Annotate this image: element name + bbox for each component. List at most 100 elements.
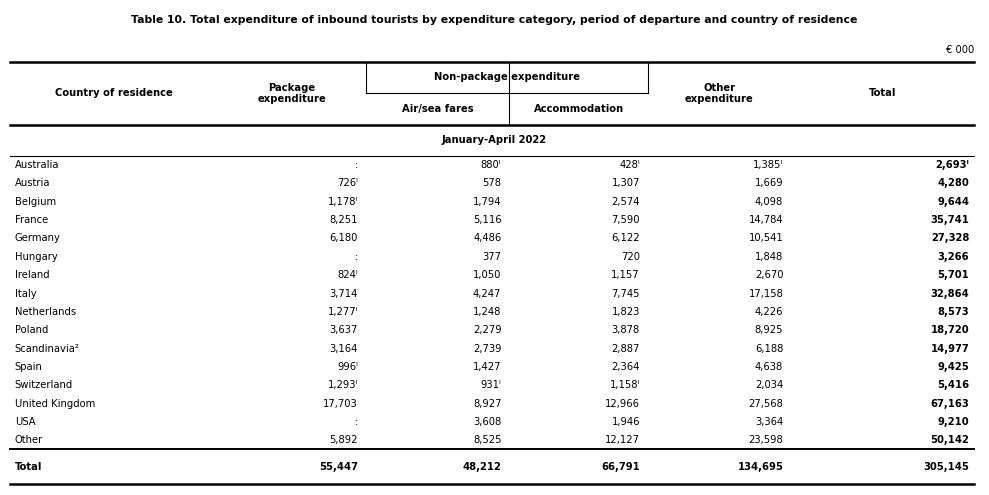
- Text: Hungary: Hungary: [15, 252, 57, 262]
- Text: Package
expenditure: Package expenditure: [257, 83, 326, 104]
- Text: Scandinavia²: Scandinavia²: [15, 344, 80, 353]
- Text: 134,695: 134,695: [738, 462, 783, 472]
- Text: Total: Total: [869, 88, 896, 99]
- Text: 1,157: 1,157: [611, 270, 640, 280]
- Text: 8,573: 8,573: [938, 307, 969, 317]
- Text: January-April 2022: January-April 2022: [442, 135, 547, 146]
- Text: 726ᴵ: 726ᴵ: [337, 178, 358, 189]
- Text: 7,590: 7,590: [611, 215, 640, 225]
- Text: 9,425: 9,425: [938, 362, 969, 372]
- Text: 17,158: 17,158: [749, 289, 783, 298]
- Text: 18,720: 18,720: [931, 325, 969, 335]
- Text: 1,946: 1,946: [611, 417, 640, 427]
- Text: 14,784: 14,784: [749, 215, 783, 225]
- Text: 67,163: 67,163: [931, 398, 969, 408]
- Text: Austria: Austria: [15, 178, 50, 189]
- Text: 27,328: 27,328: [931, 234, 969, 244]
- Text: 824ᴵ: 824ᴵ: [337, 270, 358, 280]
- Text: 1,823: 1,823: [611, 307, 640, 317]
- Text: 6,122: 6,122: [611, 234, 640, 244]
- Text: Country of residence: Country of residence: [54, 88, 173, 99]
- Text: United Kingdom: United Kingdom: [15, 398, 95, 408]
- Text: 7,745: 7,745: [611, 289, 640, 298]
- Text: 8,927: 8,927: [473, 398, 501, 408]
- Text: 35,741: 35,741: [931, 215, 969, 225]
- Text: 4,226: 4,226: [755, 307, 783, 317]
- Text: Switzerland: Switzerland: [15, 380, 73, 390]
- Text: Poland: Poland: [15, 325, 48, 335]
- Text: 9,210: 9,210: [938, 417, 969, 427]
- Text: :: :: [355, 417, 358, 427]
- Text: 66,791: 66,791: [601, 462, 640, 472]
- Text: Table 10. Total expenditure of inbound tourists by expenditure category, period : Table 10. Total expenditure of inbound t…: [132, 15, 857, 25]
- Text: 2,670: 2,670: [755, 270, 783, 280]
- Text: 9,644: 9,644: [938, 197, 969, 207]
- Text: 8,525: 8,525: [473, 435, 501, 446]
- Text: 1,427: 1,427: [473, 362, 501, 372]
- Text: 996ᴵ: 996ᴵ: [337, 362, 358, 372]
- Text: 2,574: 2,574: [611, 197, 640, 207]
- Text: 14,977: 14,977: [931, 344, 969, 353]
- Text: Germany: Germany: [15, 234, 60, 244]
- Text: 1,248: 1,248: [473, 307, 501, 317]
- Text: 3,878: 3,878: [611, 325, 640, 335]
- Text: Spain: Spain: [15, 362, 43, 372]
- Text: Air/sea fares: Air/sea fares: [402, 104, 474, 114]
- Text: 3,608: 3,608: [473, 417, 501, 427]
- Text: 2,739: 2,739: [473, 344, 501, 353]
- Text: 3,364: 3,364: [755, 417, 783, 427]
- Text: 3,164: 3,164: [329, 344, 358, 353]
- Text: 931ᴵ: 931ᴵ: [481, 380, 501, 390]
- Text: Netherlands: Netherlands: [15, 307, 76, 317]
- Text: Ireland: Ireland: [15, 270, 49, 280]
- Text: 1,385ᴵ: 1,385ᴵ: [753, 160, 783, 170]
- Text: 1,307: 1,307: [611, 178, 640, 189]
- Text: 27,568: 27,568: [749, 398, 783, 408]
- Text: 6,180: 6,180: [329, 234, 358, 244]
- Text: 8,251: 8,251: [329, 215, 358, 225]
- Text: :: :: [355, 160, 358, 170]
- Text: 305,145: 305,145: [924, 462, 969, 472]
- Text: 5,416: 5,416: [938, 380, 969, 390]
- Text: 2,693ᴵ: 2,693ᴵ: [936, 160, 969, 170]
- Text: Non-package expenditure: Non-package expenditure: [434, 72, 580, 83]
- Text: 4,638: 4,638: [755, 362, 783, 372]
- Text: 720: 720: [621, 252, 640, 262]
- Text: 32,864: 32,864: [931, 289, 969, 298]
- Text: 2,887: 2,887: [611, 344, 640, 353]
- Text: 578: 578: [483, 178, 501, 189]
- Text: 8,925: 8,925: [755, 325, 783, 335]
- Text: € 000: € 000: [945, 45, 974, 54]
- Text: 6,188: 6,188: [755, 344, 783, 353]
- Text: 1,669: 1,669: [755, 178, 783, 189]
- Text: USA: USA: [15, 417, 36, 427]
- Text: 4,280: 4,280: [938, 178, 969, 189]
- Text: :: :: [355, 252, 358, 262]
- Text: 3,266: 3,266: [938, 252, 969, 262]
- Text: 50,142: 50,142: [931, 435, 969, 446]
- Text: Australia: Australia: [15, 160, 59, 170]
- Text: 17,703: 17,703: [323, 398, 358, 408]
- Text: France: France: [15, 215, 48, 225]
- Text: 1,158ᴵ: 1,158ᴵ: [609, 380, 640, 390]
- Text: Other: Other: [15, 435, 44, 446]
- Text: 1,277ᴵ: 1,277ᴵ: [327, 307, 358, 317]
- Text: 2,034: 2,034: [755, 380, 783, 390]
- Text: 2,279: 2,279: [473, 325, 501, 335]
- Text: 1,794: 1,794: [473, 197, 501, 207]
- Text: 4,098: 4,098: [755, 197, 783, 207]
- Text: 1,178ᴵ: 1,178ᴵ: [327, 197, 358, 207]
- Text: 2,364: 2,364: [611, 362, 640, 372]
- Text: 1,293ᴵ: 1,293ᴵ: [327, 380, 358, 390]
- Text: Other
expenditure: Other expenditure: [685, 83, 754, 104]
- Text: Belgium: Belgium: [15, 197, 56, 207]
- Text: Accommodation: Accommodation: [533, 104, 624, 114]
- Text: 428ᴵ: 428ᴵ: [619, 160, 640, 170]
- Text: 4,247: 4,247: [473, 289, 501, 298]
- Text: 10,541: 10,541: [749, 234, 783, 244]
- Text: 4,486: 4,486: [473, 234, 501, 244]
- Text: 3,714: 3,714: [329, 289, 358, 298]
- Text: 1,848: 1,848: [755, 252, 783, 262]
- Text: Italy: Italy: [15, 289, 37, 298]
- Text: 12,127: 12,127: [605, 435, 640, 446]
